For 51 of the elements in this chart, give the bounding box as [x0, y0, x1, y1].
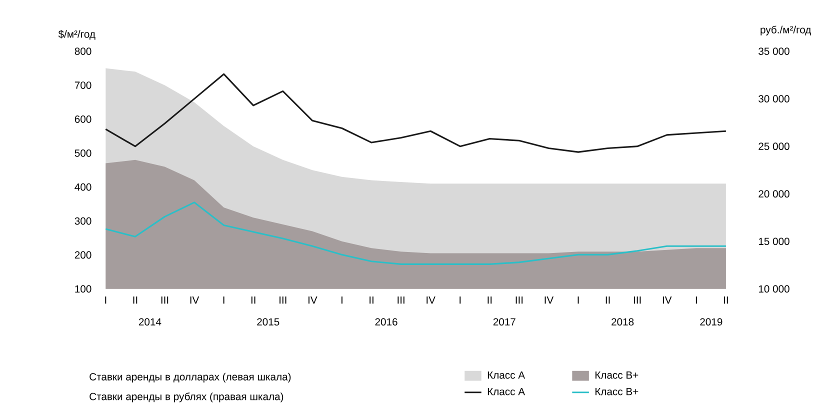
text: Ставки аренды в долларах (левая шкала) [90, 372, 291, 382]
y-tick-label: 400 [74, 183, 92, 191]
x-tick-label: II [606, 296, 610, 304]
x-tick-label: IV [544, 296, 554, 304]
y-tick-label: 200 [74, 251, 92, 259]
y-tick-label: 300 [74, 217, 92, 225]
text: 2019 [700, 318, 722, 326]
y2-tick-label: 30 000 [758, 95, 790, 102]
y-axis-title: $/м²/год [58, 30, 96, 40]
x-tick-label: III [634, 296, 641, 304]
y2-tick-label: 25 000 [758, 142, 790, 150]
x-tick-label: II [488, 296, 492, 304]
y2-tick-label: 20 000 [758, 190, 790, 198]
x-tick-label: II [724, 296, 728, 304]
text: Ставки аренды в рублях (правая шкала) [90, 392, 284, 402]
y-tick-label: 800 [74, 48, 92, 55]
x-tick-label: II [251, 296, 256, 304]
legend-label: Класс В+ [596, 388, 638, 396]
x-tick-label: IV [190, 296, 200, 304]
y2-tick-label: 10 000 [758, 285, 790, 293]
x-tick-label: II [133, 296, 138, 304]
text: 2016 [375, 318, 398, 326]
y-tick-label: 700 [74, 82, 92, 89]
x-tick-label: I [696, 296, 697, 304]
x-tick-label: I [460, 296, 461, 304]
x-tick-label: III [516, 296, 523, 304]
y2-axis-title: руб./м²/год [760, 26, 812, 36]
x-tick-label: III [280, 296, 286, 304]
text: 2017 [493, 318, 516, 326]
legend-label: Класс А [488, 388, 526, 396]
legend-label: Класс В+ [596, 371, 638, 379]
text: 2014 [138, 318, 162, 326]
x-tick-label: IV [426, 296, 436, 304]
y-tick-label: 500 [74, 149, 92, 157]
y2-tick-label: 15 000 [758, 238, 790, 246]
y-tick-label: 600 [74, 115, 92, 123]
legend-label: Класс А [488, 371, 526, 379]
text: 2018 [612, 318, 634, 326]
x-tick-label: III [161, 296, 168, 304]
y-tick-label: 100 [75, 285, 92, 293]
x-tick-label: III [398, 296, 404, 304]
x-tick-label: I [223, 296, 224, 304]
x-tick-label: I [341, 296, 342, 304]
x-tick-label: I [578, 296, 579, 304]
x-tick-label: I [105, 296, 106, 304]
line-series [104, 73, 727, 153]
x-tick-label: IV [662, 296, 672, 304]
y2-tick-label: 35 000 [758, 48, 790, 55]
x-tick-label: IV [308, 296, 318, 304]
text: 2015 [257, 318, 280, 326]
x-tick-label: II [370, 296, 374, 304]
